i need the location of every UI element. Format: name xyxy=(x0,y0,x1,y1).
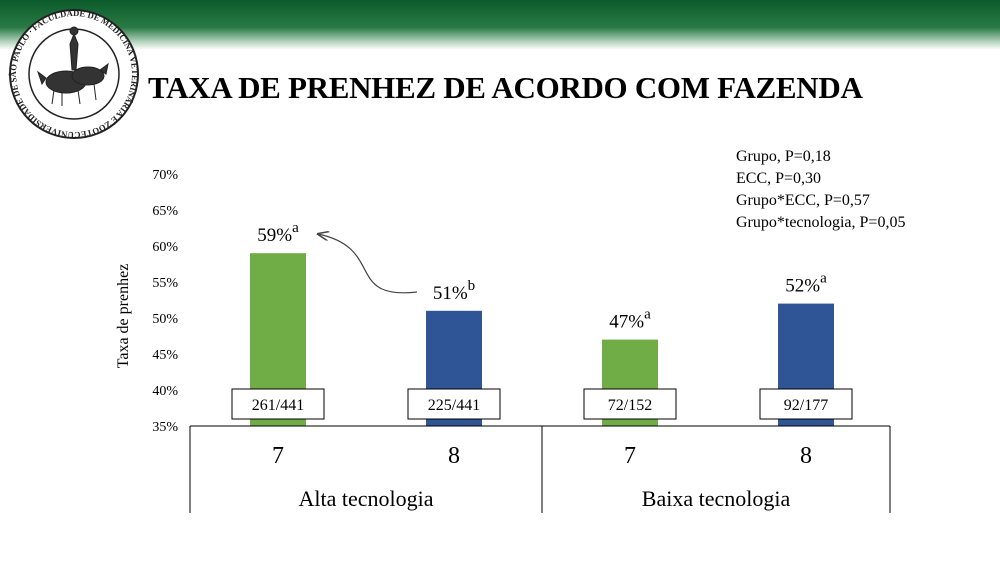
bar-value: 51% xyxy=(433,283,468,304)
group-label: Alta tecnologia xyxy=(298,486,433,511)
bar-value-label: 51%b xyxy=(433,278,475,304)
university-seal-logo: UNIVERSIDADE DE SÃO PAULO · FACULDADE DE… xyxy=(8,4,140,140)
count-box xyxy=(583,388,677,420)
bar-value-label: 59%a xyxy=(257,220,299,246)
y-tick-label: 55% xyxy=(152,276,178,291)
y-tick-label: 65% xyxy=(152,204,178,219)
count-box xyxy=(231,388,325,420)
bars: 59%a261/44151%b225/44147%a72/15252%a92/1… xyxy=(231,220,853,426)
stats-block: Grupo, P=0,18 ECC, P=0,30 Grupo*ECC, P=0… xyxy=(736,146,905,234)
stat-line-grupo: Grupo, P=0,18 xyxy=(736,148,831,165)
significance-letter: a xyxy=(292,220,299,236)
header-band xyxy=(0,0,1000,50)
bar-value-label: 52%a xyxy=(785,271,827,297)
stat-line-ecc: ECC, P=0,30 xyxy=(736,170,822,187)
category-label: 8 xyxy=(800,443,812,469)
count-box xyxy=(759,388,853,420)
y-tick-label: 50% xyxy=(152,312,178,327)
y-tick-label: 45% xyxy=(152,348,178,363)
bar-value: 47% xyxy=(609,312,644,333)
category-label: 7 xyxy=(272,443,284,469)
bar-value: 52% xyxy=(785,276,820,297)
y-tick-labels: 35% 40% 45% 50% 55% 60% 65% 70% xyxy=(152,168,178,435)
significance-letter: a xyxy=(820,271,827,287)
y-tick-label: 60% xyxy=(152,240,178,255)
y-tick-label: 70% xyxy=(152,168,178,183)
group-label: Baixa tecnologia xyxy=(642,486,791,511)
y-tick-label: 35% xyxy=(152,420,178,435)
bar-value-label: 47%a xyxy=(609,307,651,333)
bar-value: 59% xyxy=(257,225,292,246)
stat-line-grupo-tecnologia: Grupo*tecnologia, P=0,05 xyxy=(736,214,906,231)
count-label: 225/441 xyxy=(428,397,480,414)
y-tick-label: 40% xyxy=(152,384,178,399)
count-label: 261/441 xyxy=(252,397,304,414)
count-label: 72/152 xyxy=(608,397,652,414)
y-axis-label: Taxa de prenhez xyxy=(115,264,132,369)
category-label: 7 xyxy=(624,443,636,469)
comparison-arrow xyxy=(318,234,418,294)
significance-letter: b xyxy=(468,278,476,294)
category-label: 8 xyxy=(448,443,460,469)
count-box xyxy=(407,388,501,420)
page-title: TAXA DE PRENHEZ DE ACORDO COM FAZENDA xyxy=(148,70,863,105)
category-axis: 7 8 7 8 Alta tecnologia Baixa tecnologia xyxy=(189,425,891,513)
count-label: 92/177 xyxy=(784,397,828,414)
significance-letter: a xyxy=(644,307,651,323)
stat-line-grupo-ecc: Grupo*ECC, P=0,57 xyxy=(736,192,870,209)
